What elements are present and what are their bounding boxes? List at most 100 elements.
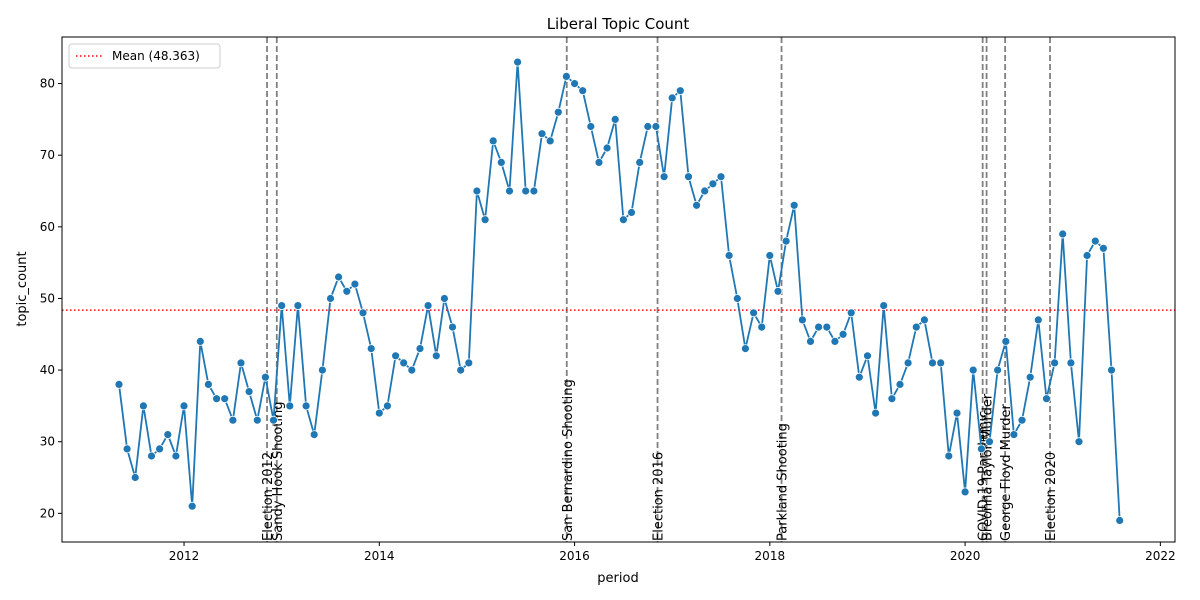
data-point [684,172,693,182]
data-point [285,401,295,411]
data-point [317,365,327,375]
data-point [529,186,539,196]
data-point [944,451,954,461]
series-line [118,61,1121,521]
x-tick-label: 2014 [364,549,395,563]
event-label: Election 2016 [652,452,667,541]
event-label: San Bernardino Shooting [561,379,576,541]
data-point [260,372,270,382]
event-label: Parkland Shooting [776,423,791,541]
data-point [903,358,913,368]
data-point [472,186,482,196]
data-point [505,186,514,196]
data-point [643,122,653,131]
data-point [293,301,303,311]
legend: Mean (48.363) [68,43,221,69]
x-tick-label: 2022 [1145,549,1176,563]
data-point [163,430,173,440]
data-point [448,322,457,332]
data-point [871,408,880,418]
data-point [138,401,148,411]
data-point [627,208,636,217]
data-point [179,401,189,411]
series-group [114,57,1125,525]
data-point [358,308,368,318]
data-point [244,387,254,397]
data-point [212,394,222,404]
data-point [236,358,246,368]
data-point [879,301,889,311]
data-point [773,286,783,296]
event-label: Breonna Taylor Murder [981,393,996,541]
y-axis-title: topic_count [15,251,30,326]
data-point [545,136,555,146]
x-tick-label: 2020 [950,549,981,563]
y-tick-label: 60 [40,220,55,234]
data-point [269,415,278,425]
data-point [1058,229,1068,239]
data-point [350,279,360,289]
data-point [301,401,311,411]
chart-title: Liberal Topic Count [547,15,690,33]
data-point [130,473,140,482]
event-label: Election 2012 [261,452,276,541]
data-point [952,408,962,418]
data-point [936,358,946,368]
data-point [513,57,522,67]
x-axis: 2012 2014 2016 2018 2020 2022 [169,542,1176,563]
data-point [228,415,238,425]
data-point [114,379,124,389]
data-point [334,272,344,282]
x-axis-title: period [597,571,638,586]
data-point [1066,358,1076,368]
data-point [716,172,726,182]
data-point [781,236,791,246]
data-point [1090,236,1100,246]
data-point [1082,251,1092,260]
data-point [749,308,758,318]
data-point [765,251,775,260]
data-point [326,294,335,303]
data-point [578,86,588,96]
data-point [1050,358,1059,368]
data-point [195,336,205,346]
data-point [155,444,165,454]
data-point [911,322,921,332]
y-axis: 20 30 40 50 60 70 80 [40,77,62,520]
data-point [708,179,718,189]
x-tick-label: 2018 [755,549,786,563]
data-point [382,401,392,411]
data-point [667,93,677,103]
data-point [846,308,856,318]
y-tick-label: 40 [40,363,55,377]
data-point [553,107,563,117]
data-point [488,136,498,146]
data-point [602,143,612,153]
data-point [399,358,409,368]
y-tick-label: 30 [40,435,55,449]
data-point [220,394,230,404]
event-label: Election 2020 [1044,452,1059,541]
data-point [863,351,872,361]
event-label: Sandy Hook Shooting [271,402,286,541]
data-point [171,451,181,461]
y-tick-label: 70 [40,148,55,162]
data-point [480,215,490,225]
data-point [822,322,832,332]
data-point [439,294,449,303]
y-tick-label: 50 [40,291,55,305]
data-point [1042,394,1051,404]
data-point [562,72,571,81]
data-point [586,122,596,131]
data-point [1115,516,1125,525]
data-point [887,394,897,404]
data-point [635,157,645,167]
data-point [985,437,994,447]
data-point [700,186,710,196]
data-point [1099,243,1108,253]
data-point [456,365,466,375]
data-point [830,336,840,346]
data-point [675,86,685,96]
data-point [1107,365,1116,375]
